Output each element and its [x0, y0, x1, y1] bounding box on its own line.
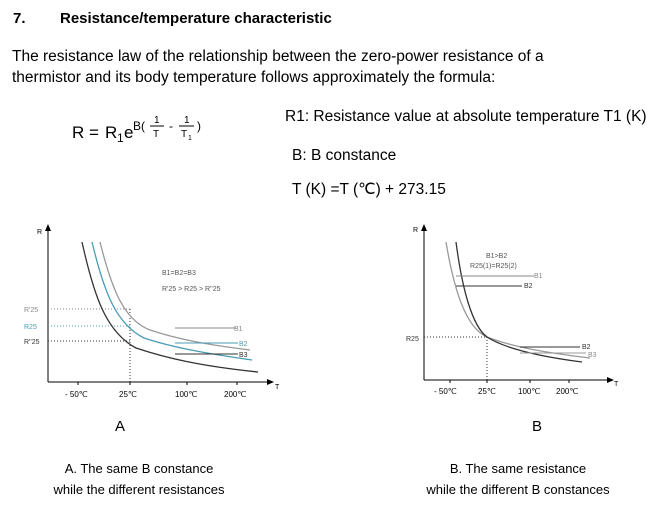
formula-close: )	[197, 119, 201, 133]
figb-xtick-3: 200℃	[556, 387, 578, 396]
formula-den2: T	[181, 129, 187, 140]
figb-ytick-0: R25	[406, 336, 419, 343]
figb-top-label-b2: B2	[524, 283, 533, 290]
figb-note-r: R25(1)=R25(2)	[470, 263, 517, 270]
figb-caption: B. The same resistance while the differe…	[398, 458, 638, 500]
figa-curve-b1	[99, 241, 251, 351]
definition-r1: R1: Resistance value at absolute tempera…	[285, 108, 647, 125]
figb-xtick-2: 100℃	[518, 387, 540, 396]
figa-caption-line1: A. The same B constance	[64, 461, 214, 476]
figb-xtick-1: 25℃	[478, 387, 496, 396]
formula-minus: -	[169, 119, 173, 133]
formula-num2: 1	[184, 115, 190, 126]
formula-lhs: R =	[72, 123, 99, 142]
figa-curve-b3	[81, 241, 259, 373]
formula: R = R 1 e B( 1 T - 1 T 1 )	[72, 106, 232, 146]
figa-x-arrow	[267, 379, 274, 385]
figa-xtick-3: 200℃	[224, 390, 246, 399]
formula-num1: 1	[154, 115, 160, 126]
formula-graphic: R = R 1 e B( 1 T - 1 T 1 )	[72, 115, 201, 145]
intro-paragraph: The resistance law of the relationship b…	[12, 48, 544, 86]
figb-x-arrow	[607, 377, 614, 383]
figa-caption-line2: while the different resistances	[53, 482, 225, 497]
figa-xtick-2: 100℃	[175, 390, 197, 399]
figa-curve-label-b2: B2	[239, 341, 248, 348]
section-title: Resistance/temperature characteristic	[60, 10, 332, 27]
formula-exp-b: B(	[133, 119, 145, 133]
figa-curve-label-b1: B1	[234, 326, 243, 333]
definition-t: T (K) =T (℃) + 273.15	[292, 181, 446, 198]
formula-r-sub: 1	[117, 131, 124, 145]
figa-xtick-1: 25℃	[119, 390, 137, 399]
figa-x-label: T	[275, 384, 280, 391]
figb-bottom-label-b3: B3	[588, 352, 597, 359]
formula-den2-sub: 1	[188, 135, 192, 142]
figa-note-r: R'25 > R25 > R''25	[162, 286, 221, 293]
figa-xtick-0: - 50℃	[65, 390, 88, 399]
figure-a: R T - 50℃ 25℃ 100℃ 200℃ R'25 R25 R''25 B…	[24, 224, 280, 399]
figb-y-label: R	[413, 227, 418, 234]
figb-panel-label: B	[532, 418, 543, 435]
formula-e: e	[124, 123, 133, 142]
figa-note-b: B1=B2=B3	[162, 270, 196, 277]
figb-curve-b2	[455, 241, 583, 363]
figa-curve-label-b3: B3	[239, 352, 248, 359]
figb-bottom-label-b2: B2	[582, 344, 591, 351]
figb-caption-line1: B. The same resistance	[449, 461, 587, 476]
section-number: 7.	[13, 10, 26, 27]
figa-curve-b2	[91, 241, 253, 361]
figb-caption-line2: while the different B constances	[426, 482, 610, 497]
formula-r: R	[105, 123, 117, 142]
figa-y-arrow	[45, 224, 51, 231]
figure-b: R T - 50℃ 25℃ 100℃ 200℃ R25 B1 B2 B2 B3 …	[406, 224, 619, 396]
figb-xtick-0: - 50℃	[434, 387, 457, 396]
figa-y-label: R	[37, 229, 42, 236]
figb-top-label-b1: B1	[534, 273, 543, 280]
figa-ytick-0: R'25	[24, 307, 38, 314]
figa-ytick-1: R25	[24, 324, 37, 331]
figb-note-b: B1>B2	[486, 253, 507, 260]
definition-b: B: B constance	[292, 147, 397, 164]
figa-caption: A. The same B constance while the differ…	[10, 458, 268, 500]
figa-panel-label: A	[115, 418, 126, 435]
formula-den1: T	[153, 129, 159, 140]
figb-x-label: T	[614, 381, 619, 388]
figa-ytick-2: R''25	[24, 339, 40, 346]
figb-y-arrow	[421, 224, 427, 231]
